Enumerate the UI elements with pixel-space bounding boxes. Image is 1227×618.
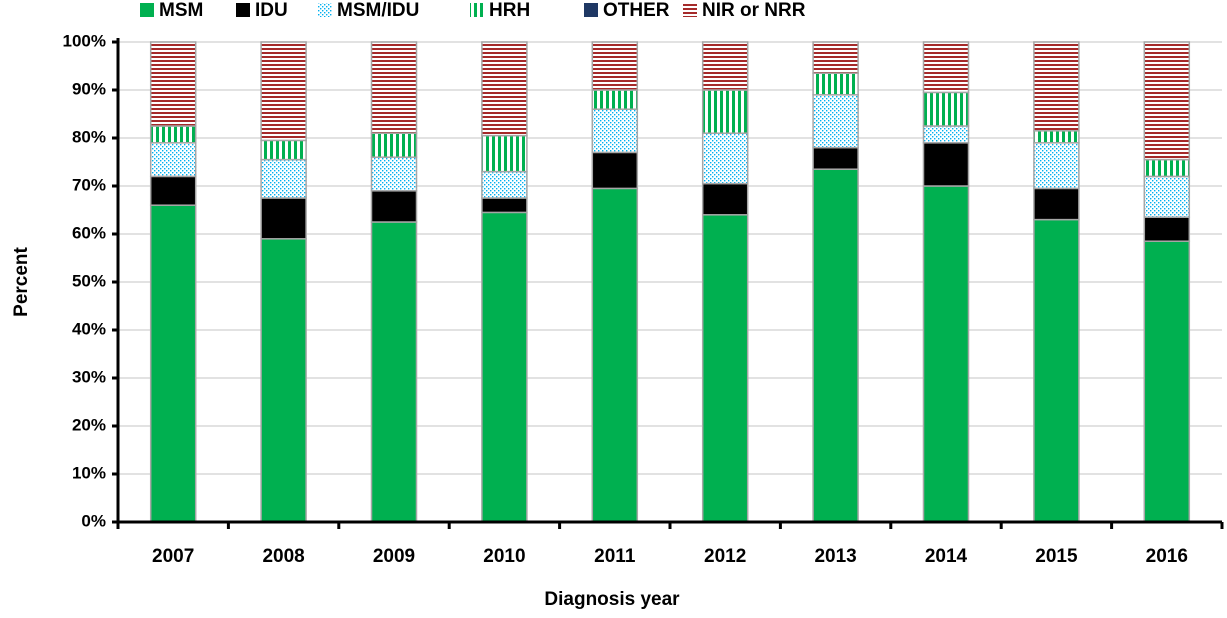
bar-segment — [481, 197, 528, 214]
bar-segment — [1143, 158, 1191, 178]
y-tick-label: 50% — [72, 271, 106, 290]
bar-segment — [812, 168, 859, 523]
bar-segment — [1143, 41, 1191, 161]
bar-segment — [481, 134, 528, 173]
y-tick-label: 10% — [72, 463, 106, 482]
bar-segment — [591, 89, 639, 110]
bar-segment — [1143, 240, 1191, 523]
y-axis-title: Percent — [11, 246, 32, 316]
y-tick-label: 60% — [72, 223, 106, 242]
bar-segment — [481, 170, 528, 199]
legend-swatch — [140, 3, 154, 17]
bar-segment — [701, 132, 749, 185]
legend-swatch — [683, 3, 697, 17]
bar-segment — [591, 151, 639, 190]
bar-segment — [260, 158, 307, 199]
x-tick-label: 2013 — [814, 546, 856, 567]
x-tick-label: 2008 — [262, 546, 304, 567]
bar-segment — [922, 91, 970, 127]
bar-segment — [481, 41, 528, 137]
bar-segment — [1143, 175, 1191, 218]
bar-segment — [1143, 216, 1191, 242]
bar-segment — [149, 41, 197, 127]
bar-segment — [149, 175, 197, 206]
bar-segment — [812, 146, 859, 170]
bar-segment — [701, 182, 749, 216]
legend-swatch — [470, 3, 484, 17]
legend-swatch — [236, 3, 250, 17]
x-tick-label: 2015 — [1035, 546, 1078, 567]
bar-segment — [260, 238, 307, 523]
x-tick-label: 2011 — [594, 546, 636, 567]
bar-segment — [370, 156, 418, 192]
bar-segment — [701, 41, 749, 91]
bar-segment — [481, 211, 528, 523]
y-tick-label: 70% — [72, 175, 106, 194]
x-axis-title: Diagnosis year — [544, 589, 680, 610]
y-tick-label: 90% — [72, 79, 106, 98]
bar-segment — [149, 142, 197, 178]
legend-swatch — [318, 3, 332, 17]
bar-segment — [701, 214, 749, 523]
bar-segment — [922, 185, 970, 523]
bar-segment — [922, 41, 970, 94]
x-tick-label: 2016 — [1146, 546, 1188, 567]
y-tick-label: 20% — [72, 415, 106, 434]
bar-segment — [591, 187, 639, 523]
x-tick-label: 2012 — [704, 546, 746, 567]
bar-segment — [370, 132, 418, 158]
y-tick-label: 30% — [72, 367, 106, 386]
bar-segment — [1033, 130, 1080, 144]
y-tick-label: 0% — [81, 511, 106, 530]
bar-segment — [701, 89, 749, 134]
bar-segment — [370, 221, 418, 523]
legend-label: MSM — [159, 0, 203, 21]
bar-segment — [812, 94, 859, 149]
y-tick-label: 40% — [72, 319, 106, 338]
y-tick-label: 80% — [72, 127, 106, 146]
bar-segment — [260, 41, 307, 142]
bar-segment — [149, 204, 197, 523]
legend-label: MSM/IDU — [337, 0, 419, 21]
bar-segment — [591, 41, 639, 91]
legend-label: OTHER — [603, 0, 670, 21]
bar-segment — [260, 197, 307, 240]
bar-segment — [812, 72, 859, 96]
legend-label: HRH — [489, 0, 530, 21]
bar-segment — [922, 125, 970, 144]
x-tick-label: 2010 — [483, 546, 525, 567]
bar-segment — [1033, 142, 1080, 190]
bar-segment — [1033, 41, 1080, 132]
x-tick-label: 2009 — [373, 546, 415, 567]
legend-label: NIR or NRR — [702, 0, 806, 21]
bar-segment — [591, 108, 639, 154]
bar-segment — [922, 142, 970, 187]
bar-segment — [1033, 218, 1080, 523]
legend-swatch — [584, 3, 598, 17]
bar-segment — [1033, 187, 1080, 221]
x-tick-label: 2014 — [925, 546, 968, 567]
bar-segment — [370, 190, 418, 223]
bar-segment — [370, 41, 418, 134]
y-tick-label: 100% — [63, 31, 106, 50]
x-tick-label: 2007 — [152, 546, 194, 567]
bar-segment — [149, 125, 197, 144]
bar-segment — [260, 139, 307, 161]
legend-label: IDU — [255, 0, 288, 21]
bar-segment — [812, 41, 859, 74]
